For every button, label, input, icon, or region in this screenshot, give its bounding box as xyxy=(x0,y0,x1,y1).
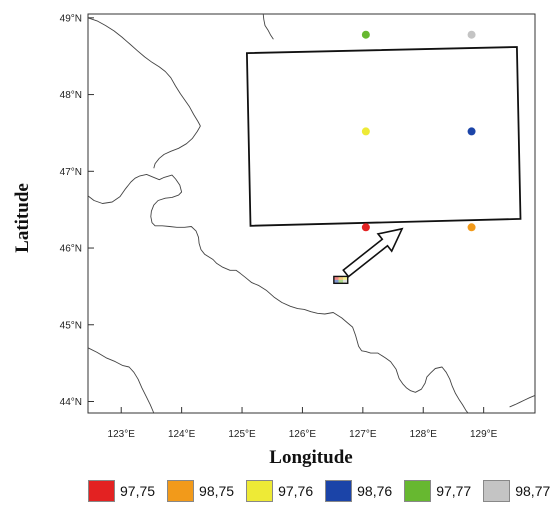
y-tick-label: 49°N xyxy=(60,13,82,24)
legend-label: 97,77 xyxy=(436,483,472,499)
zoom-box xyxy=(245,46,522,227)
x-axis-title: Longitude xyxy=(269,447,352,468)
marker-cell xyxy=(343,279,348,284)
y-tick-label: 44°N xyxy=(60,397,82,408)
y-tick-label: 45°N xyxy=(60,320,82,331)
x-tick-label: 128°E xyxy=(410,429,438,440)
scene-point xyxy=(361,223,370,232)
x-tick-label: 129°E xyxy=(470,429,498,440)
legend-label: 98,77 xyxy=(515,483,550,499)
x-tick-label: 123°E xyxy=(108,429,136,440)
legend-swatch xyxy=(246,480,274,502)
legend: 97,75 98,75 97,76 98,76 97,77 98,77 xyxy=(88,478,550,504)
boundary-line xyxy=(87,173,469,414)
marker-cell xyxy=(333,276,339,280)
legend-item: 98,77 xyxy=(483,480,550,502)
legend-swatch xyxy=(88,480,115,502)
marker-cell xyxy=(333,279,339,284)
x-tick-label: 126°E xyxy=(289,429,317,440)
scene-point xyxy=(467,223,476,232)
scene-point xyxy=(361,127,370,136)
boundary-line xyxy=(262,13,274,40)
legend-swatch xyxy=(483,480,511,502)
marker-cell xyxy=(338,276,344,280)
scene-point xyxy=(467,127,476,136)
x-tick-label: 127°E xyxy=(349,429,377,440)
boundary-line xyxy=(87,17,201,127)
scene-point xyxy=(361,30,370,39)
boundary-lines xyxy=(87,13,536,414)
boundary-line xyxy=(153,125,201,169)
arrow xyxy=(342,227,404,278)
legend-swatch xyxy=(325,480,353,502)
boundary-line xyxy=(87,347,155,414)
legend-swatch xyxy=(167,480,195,502)
y-tick-label: 46°N xyxy=(60,244,82,255)
legend-item: 98,76 xyxy=(325,480,392,502)
legend-item: 98,75 xyxy=(167,480,234,502)
marker-cell xyxy=(338,279,344,284)
map-annotations xyxy=(245,46,522,285)
marker-cell xyxy=(343,276,348,280)
y-tick-label: 47°N xyxy=(60,167,82,178)
legend-swatch xyxy=(404,480,432,502)
scene-point xyxy=(467,30,476,39)
x-tick-label: 124°E xyxy=(168,429,196,440)
marker-outline xyxy=(333,275,349,285)
map-frame xyxy=(87,13,536,414)
boundary-line xyxy=(509,394,536,408)
legend-item: 97,76 xyxy=(246,480,313,502)
legend-label: 97,76 xyxy=(278,483,314,499)
legend-label: 98,76 xyxy=(357,483,393,499)
x-tick-label: 125°E xyxy=(228,429,256,440)
scene-points xyxy=(361,30,476,232)
y-tick-label: 48°N xyxy=(60,90,82,101)
y-axis-title: Latitude xyxy=(12,183,33,253)
legend-item: 97,75 xyxy=(88,480,155,502)
axis-ticks: 123°E 124°E 125°E 126°E 127°E 128°E 129°E 44°N 4… xyxy=(60,13,498,440)
legend-label: 98,75 xyxy=(199,483,235,499)
legend-item: 97,77 xyxy=(404,480,471,502)
study-area-marker xyxy=(333,275,349,285)
legend-label: 97,75 xyxy=(120,483,156,499)
